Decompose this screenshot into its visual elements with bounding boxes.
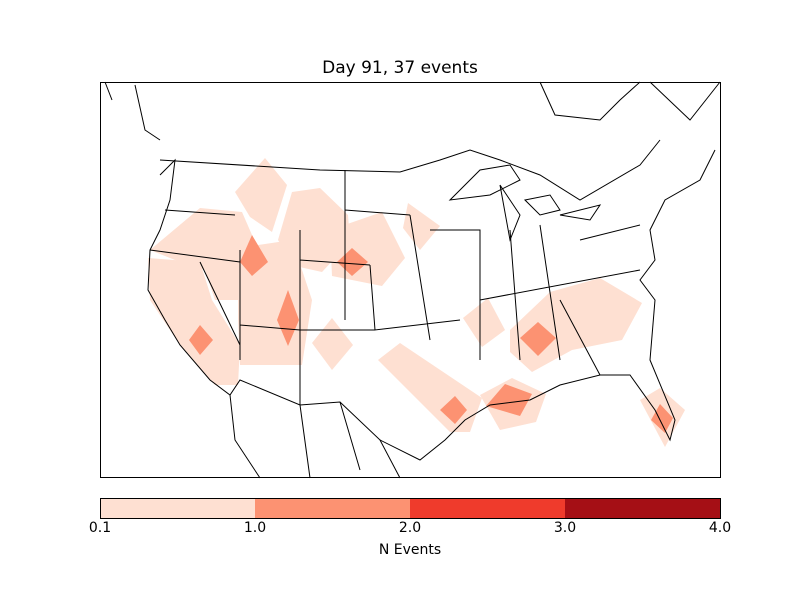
colorbar-segment	[255, 498, 410, 518]
hotspot-idaho	[240, 235, 268, 276]
colorbar-tick-label: 1.0	[243, 520, 267, 536]
colorbar-label: N Events	[378, 542, 442, 558]
colorbar-frame	[100, 498, 721, 519]
region-new-mexico	[312, 318, 353, 370]
colorbar-tick-label: 0.1	[88, 520, 112, 536]
mexico-border	[229, 394, 401, 479]
colorbar-tick-label: 4.0	[708, 520, 732, 536]
level-low	[148, 158, 685, 447]
colorbar	[100, 498, 721, 519]
canada-border	[159, 139, 661, 201]
hotspot-california	[189, 325, 213, 355]
hotspot-florida	[651, 404, 673, 433]
map-frame	[100, 82, 721, 478]
us-outline	[147, 149, 716, 461]
region-southeast	[510, 278, 642, 372]
coastlines-borders	[104, 81, 721, 479]
colorbar-tick-label: 2.0	[398, 520, 422, 536]
region-arkansas	[463, 298, 505, 347]
region-oregon-idaho	[150, 208, 262, 300]
hotspot-utah	[277, 290, 299, 346]
map-title: Day 91, 37 events	[322, 58, 478, 78]
hudson-bay-coast	[539, 81, 721, 121]
hotspot-texas	[440, 396, 467, 424]
colorbar-segment	[565, 498, 720, 518]
region-california-nevada	[148, 258, 240, 385]
hotspot-louisiana	[486, 384, 532, 416]
region-iowa	[403, 203, 440, 250]
state-lines	[149, 170, 641, 405]
colorbar-segment	[410, 498, 565, 518]
colorbar-tick-label: 3.0	[553, 520, 577, 536]
region-montana-idaho	[235, 158, 287, 232]
hotspot-alabama	[520, 322, 556, 356]
west-coast-islands	[104, 81, 161, 141]
density-layer	[148, 158, 685, 447]
colorbar-segment	[100, 498, 255, 518]
great-lakes	[448, 164, 602, 242]
